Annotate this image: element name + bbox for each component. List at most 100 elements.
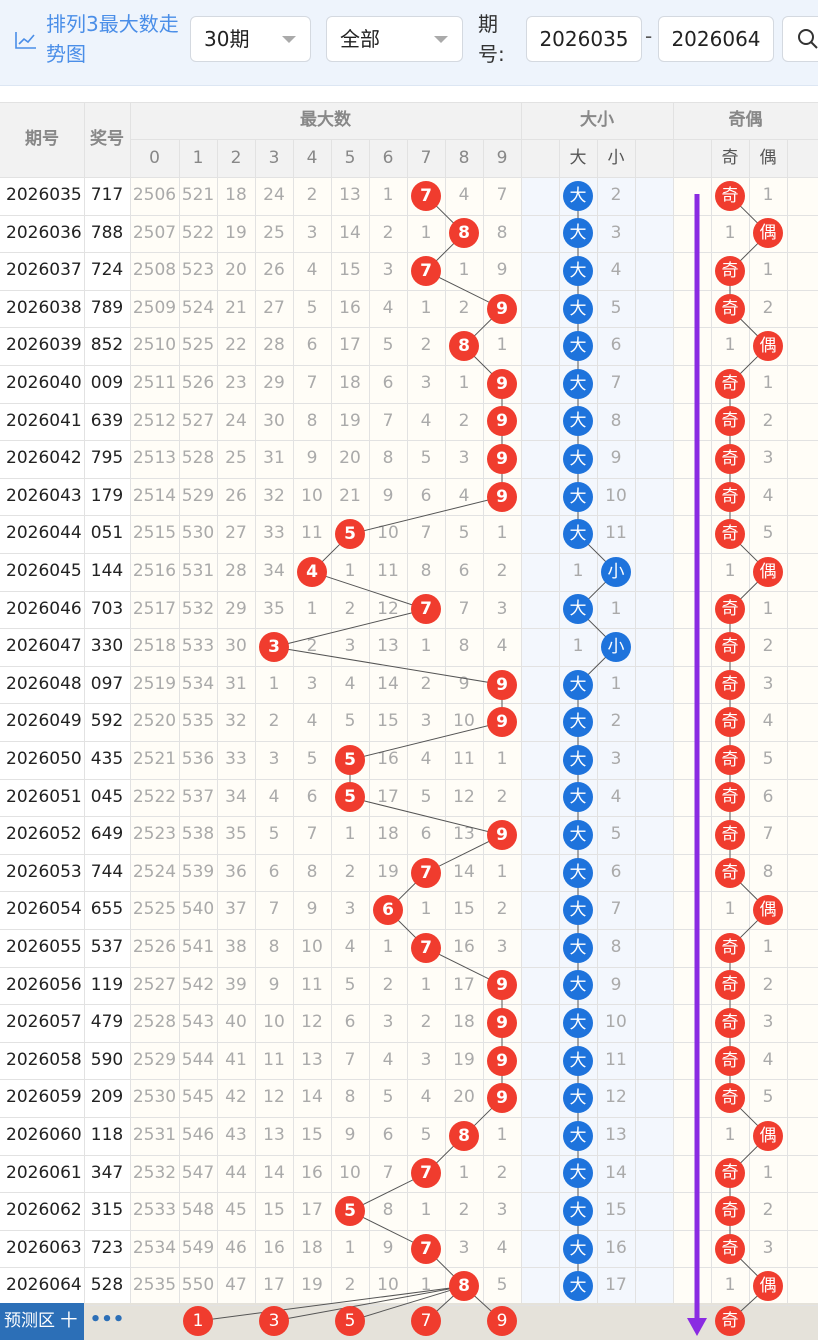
period-cell: 2026062 [6, 1200, 82, 1221]
header-digit: 6 [369, 139, 407, 177]
miss-cell: 14 [263, 1162, 285, 1183]
award-cell: 639 [90, 410, 124, 431]
header-parity-group: 奇偶 [673, 102, 818, 139]
size-miss-cell: 1 [572, 561, 584, 581]
award-cell: 119 [90, 974, 124, 995]
award-cell: 009 [90, 373, 124, 393]
size-miss-cell: 5 [610, 297, 622, 318]
max-digit-ball: 4 [297, 556, 327, 587]
size-miss-cell: 5 [610, 824, 622, 845]
max-digit-ball: 9 [487, 1008, 517, 1038]
parity-ball: 奇 [715, 857, 745, 888]
predict-area-label[interactable]: 预测区 十 [0, 1303, 84, 1340]
miss-cell: 2 [382, 974, 394, 995]
max-digit-ball: 7 [411, 180, 441, 211]
miss-cell: 9 [306, 448, 318, 469]
parity-miss-cell: 1 [724, 899, 736, 920]
miss-cell: 21 [339, 485, 361, 506]
search-button[interactable] [782, 16, 818, 62]
toolbar: 排列3最大数走势图 30期 全部 期号: 2026035 - 2026064 [0, 0, 818, 86]
miss-cell: 522 [181, 222, 215, 243]
parity-miss-cell: 3 [762, 1237, 774, 1258]
award-cell: 097 [90, 673, 124, 694]
miss-cell: 30 [225, 636, 247, 657]
miss-cell: 8 [268, 937, 280, 957]
size-miss-cell: 17 [605, 1275, 627, 1296]
miss-cell: 20 [225, 260, 247, 281]
parity-ball: 奇 [715, 1196, 745, 1226]
grid-vline [521, 102, 522, 1303]
max-digit-ball: 9 [487, 444, 517, 474]
miss-cell: 5 [306, 297, 318, 318]
miss-cell: 30 [263, 410, 285, 431]
miss-cell: 2529 [132, 1049, 177, 1070]
predict-ball[interactable]: 5 [335, 1306, 365, 1336]
miss-cell: 2 [458, 1200, 470, 1221]
period-cell: 2026060 [6, 1125, 82, 1145]
parity-ball: 奇 [715, 256, 745, 286]
period-cell: 2026064 [6, 1275, 82, 1296]
period-to-input[interactable]: 2026064 [658, 16, 774, 62]
max-digit-ball: 9 [487, 669, 517, 700]
award-cell: 724 [90, 260, 124, 281]
search-icon [798, 29, 818, 49]
size-ball: 大 [563, 331, 593, 362]
parity-ball: 偶 [753, 895, 783, 926]
size-miss-cell: 4 [610, 260, 622, 281]
miss-cell: 3 [420, 711, 432, 732]
miss-cell: 1 [306, 598, 318, 619]
award-cell: 118 [90, 1125, 124, 1145]
miss-cell: 2524 [132, 861, 177, 882]
size-miss-cell: 11 [605, 1049, 627, 1070]
miss-cell: 10 [301, 937, 323, 957]
predict-ball[interactable]: 9 [487, 1306, 517, 1336]
period-count-select[interactable]: 30期 [190, 16, 311, 62]
miss-cell: 6 [382, 1125, 394, 1145]
period-cell: 2026037 [6, 260, 82, 281]
miss-cell: 12 [301, 1012, 323, 1033]
miss-cell: 2531 [132, 1125, 177, 1145]
max-digit-ball: 5 [335, 744, 365, 775]
parity-miss-cell: 1 [724, 335, 736, 356]
predict-parity-ball[interactable]: 奇 [715, 1306, 745, 1336]
miss-cell: 22 [225, 335, 247, 356]
parity-miss-cell: 5 [762, 749, 774, 769]
miss-cell: 1 [496, 861, 508, 882]
miss-cell: 8 [344, 1087, 356, 1108]
parity-ball: 奇 [715, 481, 745, 512]
parity-ball: 偶 [753, 1120, 783, 1151]
size-ball: 大 [563, 1083, 593, 1114]
miss-cell: 2 [420, 1012, 432, 1033]
miss-cell: 1 [344, 1237, 356, 1258]
predict-ball[interactable]: 1 [183, 1306, 213, 1336]
award-cell: 528 [90, 1275, 124, 1296]
predict-ball[interactable]: 7 [411, 1306, 441, 1336]
predict-ball[interactable]: 3 [259, 1306, 289, 1336]
miss-cell: 33 [225, 749, 247, 769]
award-cell: 789 [90, 297, 124, 318]
more-icon[interactable]: ••• [89, 1309, 125, 1330]
parity-miss-cell: 7 [762, 824, 774, 845]
grid-vline [84, 102, 85, 1303]
miss-cell: 6 [458, 561, 470, 581]
miss-cell: 25 [263, 222, 285, 243]
miss-cell: 10 [377, 1275, 399, 1296]
parity-ball: 奇 [715, 669, 745, 700]
miss-cell: 4 [306, 260, 318, 281]
period-from-input[interactable]: 2026035 [526, 16, 642, 62]
miss-cell: 19 [339, 410, 361, 431]
miss-cell: 2 [344, 598, 356, 619]
filter-select[interactable]: 全部 [326, 16, 463, 62]
miss-cell: 9 [344, 1125, 356, 1145]
miss-cell: 4 [458, 185, 470, 205]
miss-cell: 15 [339, 260, 361, 281]
miss-cell: 2528 [132, 1012, 177, 1033]
miss-cell: 5 [458, 523, 470, 544]
size-ball: 大 [563, 1120, 593, 1151]
max-digit-ball: 8 [449, 1120, 479, 1151]
size-ball: 大 [563, 368, 593, 399]
parity-miss-cell: 6 [762, 786, 774, 807]
parity-miss-cell: 1 [724, 1125, 736, 1145]
miss-cell: 538 [181, 824, 215, 845]
miss-cell: 2525 [132, 899, 177, 920]
